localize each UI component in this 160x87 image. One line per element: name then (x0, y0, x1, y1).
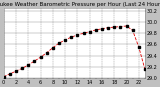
Title: Milwaukee Weather Barometric Pressure per Hour (Last 24 Hours): Milwaukee Weather Barometric Pressure pe… (0, 2, 160, 7)
